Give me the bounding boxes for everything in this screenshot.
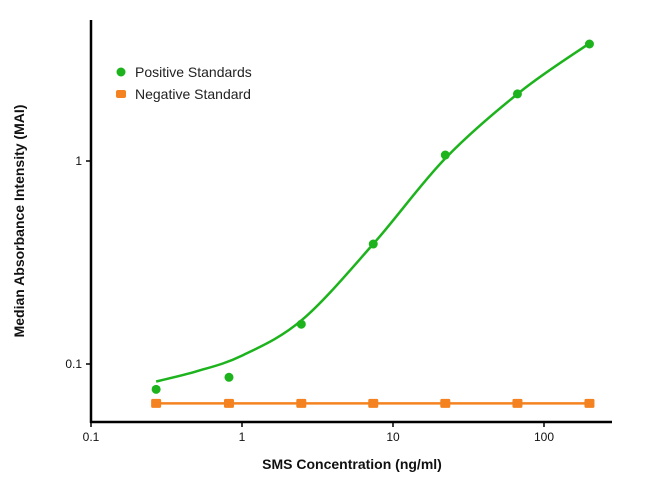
legend-label-positive: Positive Standards bbox=[135, 64, 252, 80]
ticks: 0.1 1 10 100 0.1 1 bbox=[65, 154, 554, 444]
negative-standard-point bbox=[584, 398, 595, 408]
legend-marker-positive bbox=[116, 67, 126, 77]
positive-standard-point bbox=[151, 384, 161, 394]
positive-standard-point bbox=[368, 239, 378, 249]
y-tick-label: 0.1 bbox=[65, 357, 82, 371]
y-tick-label: 1 bbox=[75, 154, 82, 168]
positive-standard-point bbox=[512, 89, 522, 99]
legend-marker-negative bbox=[116, 90, 126, 98]
positive-standard-point bbox=[296, 319, 306, 329]
negative-standard-point bbox=[223, 398, 234, 408]
legend: Positive Standards Negative Standard bbox=[116, 64, 252, 102]
negative-standard-point bbox=[512, 398, 523, 408]
negative-standard-point bbox=[296, 398, 307, 408]
negative-standard-point bbox=[151, 398, 162, 408]
legend-label-negative: Negative Standard bbox=[135, 86, 251, 102]
y-axis-label: Median Absorbance Intensity (MAI) bbox=[11, 105, 27, 338]
negative-standard-point bbox=[440, 398, 451, 408]
x-tick-label: 10 bbox=[386, 430, 400, 444]
positive-standard-point bbox=[224, 372, 234, 382]
positive-standard-point bbox=[584, 39, 594, 49]
x-tick-label: 1 bbox=[239, 430, 246, 444]
x-axis-label: SMS Concentration (ng/ml) bbox=[262, 456, 442, 472]
x-tick-label: 100 bbox=[534, 430, 554, 444]
x-tick-label: 0.1 bbox=[83, 430, 100, 444]
positive-standard-point bbox=[440, 150, 450, 160]
plot-area bbox=[151, 39, 595, 408]
negative-standard-point bbox=[368, 398, 379, 408]
